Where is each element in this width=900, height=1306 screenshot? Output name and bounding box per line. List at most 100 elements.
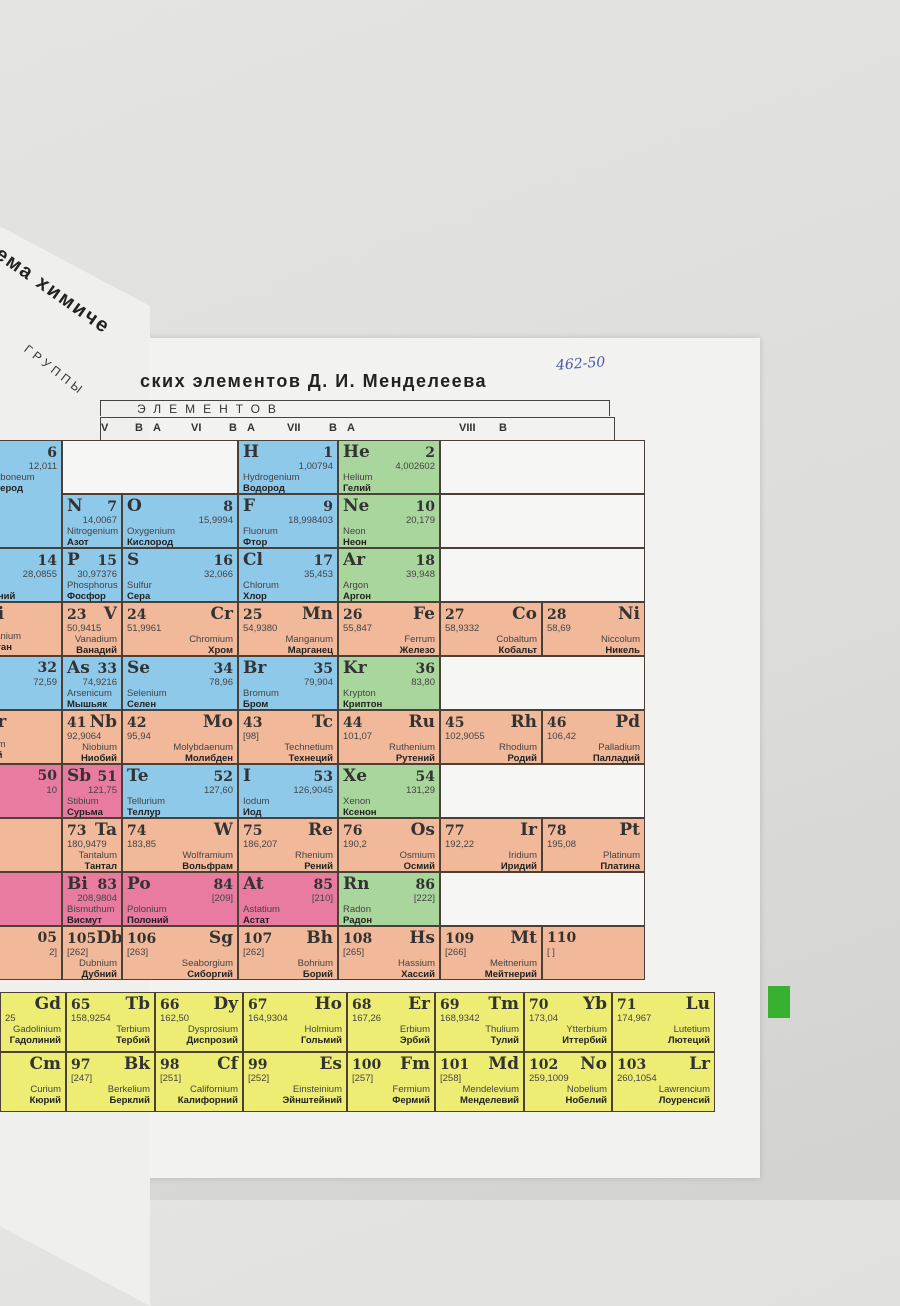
element-symbol: At <box>243 874 264 894</box>
element-cell: Ti TitaniumТитан <box>0 602 62 656</box>
atomic-mass: [265] <box>343 947 365 958</box>
russian-name: Мышьяк <box>67 699 108 710</box>
element-header-line: 109 Mt <box>445 929 537 947</box>
latin-name: Nitrogenium <box>67 526 119 537</box>
element-symbol: Sb <box>67 766 92 786</box>
latin-name: Dysprosium <box>187 1024 238 1035</box>
element-cell: 05 2] <box>0 926 62 980</box>
latin-name: Oxygenium <box>127 526 176 537</box>
atomic-number: 25 <box>243 607 263 623</box>
group-label: VII <box>287 422 301 434</box>
atomic-number: 43 <box>243 715 263 731</box>
element-symbol: S <box>127 550 140 570</box>
element-symbol: Pt <box>619 820 640 840</box>
atomic-mass: 15,9994 <box>198 515 233 526</box>
element-symbol: Bk <box>123 1054 150 1074</box>
russian-name: Неон <box>343 537 367 548</box>
russian-name: Дубний <box>81 969 117 980</box>
latin-name: Radon <box>343 904 371 915</box>
russian-name <box>0 968 57 978</box>
atomic-number: 70 <box>529 997 549 1013</box>
element-cell: 44 Ru 101,07 Ruthenium Рутений <box>338 710 440 764</box>
latin-name: Hydrogenium <box>243 472 300 483</box>
empty-cell <box>440 872 645 926</box>
element-header-line: 50 <box>0 767 57 785</box>
russian-name: Аргон <box>343 591 372 602</box>
element-cell: Ne 10 20,179 Neon Неон <box>338 494 440 548</box>
element-cell: 70 Yb 173,04 Ytterbium Иттербий <box>524 992 612 1052</box>
russian-name: Нобелий <box>565 1095 607 1106</box>
latin-name: Helium <box>343 472 373 483</box>
latin-name: Fermium <box>392 1084 430 1095</box>
element-symbol: H <box>243 442 260 462</box>
element-header-line: 77 Ir <box>445 821 537 839</box>
atomic-mass: 183,85 <box>127 839 157 850</box>
russian-name: Платина <box>600 861 640 872</box>
russian-name: Диспрозий <box>186 1035 238 1046</box>
latin-name: Astatium <box>243 904 280 915</box>
element-header-line: I 53 <box>243 767 333 785</box>
element-cell: 101 Md [258] Mendelevium Менделевий <box>435 1052 524 1112</box>
elements-header: ЭЛЕМЕНТОВ <box>100 400 610 416</box>
russian-name: Углерод <box>0 483 23 494</box>
atomic-number: 15 <box>97 553 117 569</box>
element-cell: 97 Bk [247] Berkelium Берклий <box>66 1052 155 1112</box>
element-header-line: Ne 10 <box>343 497 435 515</box>
atomic-number: 41 <box>67 715 87 731</box>
atomic-number: 14 <box>37 553 57 569</box>
russian-name: Криптон <box>343 699 383 710</box>
latin-name <box>0 902 57 912</box>
element-header-line: 108 Hs <box>343 929 435 947</box>
empty-cell <box>440 440 645 494</box>
element-symbol: Ni <box>618 604 640 624</box>
atomic-number: 33 <box>97 661 117 677</box>
latin-name: Bohrium <box>297 958 333 969</box>
latin-name: Xenon <box>343 796 371 807</box>
element-header-line: 70 Yb <box>529 995 607 1013</box>
element-header-line: 103 Lr <box>617 1055 710 1073</box>
element-cell: Ar 18 39,948 Argon Аргон <box>338 548 440 602</box>
russian-name: Селен <box>127 699 157 710</box>
latin-name: Berkelium <box>107 1084 150 1095</box>
element-cell: 45 Rh 102,9055 Rhodium Родий <box>440 710 542 764</box>
atomic-number: 53 <box>313 769 333 785</box>
element-header-line: 66 Dy <box>160 995 238 1013</box>
russian-name: Иридий <box>500 861 537 872</box>
latin-name: Chlorum <box>243 580 279 591</box>
atomic-number: 71 <box>617 997 637 1013</box>
element-cell: 107 Bh [262] Bohrium Борий <box>238 926 338 980</box>
atomic-number: 101 <box>440 1057 470 1073</box>
element-cell: Rn 86 [222] Radon Радон <box>338 872 440 926</box>
element-symbol: Mt <box>510 928 537 948</box>
element-header-line: 71 Lu <box>617 995 710 1013</box>
element-cell <box>0 872 62 926</box>
element-cell: Cm Curium Кюрий <box>0 1052 66 1112</box>
latin-name: Polonium <box>127 904 167 915</box>
element-header-line: 99 Es <box>248 1055 342 1073</box>
latin-name: Platinum <box>603 850 640 861</box>
element-header-line: 78 Pt <box>547 821 640 839</box>
group-label: A <box>153 422 161 434</box>
group-label: B <box>499 422 507 434</box>
atomic-number: 65 <box>71 997 91 1013</box>
atomic-number: 8 <box>223 499 233 515</box>
russian-name: Фтор <box>243 537 268 548</box>
element-cell: Te 52 127,60 Tellurium Теллур <box>122 764 238 818</box>
element-symbol: Er <box>408 994 430 1014</box>
element-cell: H 1 1,00794 Hydrogenium Водород <box>238 440 338 494</box>
atomic-mass: [222] <box>413 893 435 904</box>
atomic-mass: 121,75 <box>87 785 117 796</box>
empty-cell <box>62 440 238 494</box>
atomic-mass: 131,29 <box>405 785 435 796</box>
atomic-mass: 20,179 <box>405 515 435 526</box>
element-symbol: Fe <box>413 604 435 624</box>
russian-name <box>0 913 57 923</box>
russian-name: Астат <box>243 915 270 926</box>
element-header-line: 65 Tb <box>71 995 150 1013</box>
element-header-line: Ti <box>0 605 57 623</box>
latin-name: Holmium <box>304 1024 342 1035</box>
atomic-number: 106 <box>127 931 157 947</box>
element-cell: 42 Mo 95,94 Molybdaenum Молибден <box>122 710 238 764</box>
